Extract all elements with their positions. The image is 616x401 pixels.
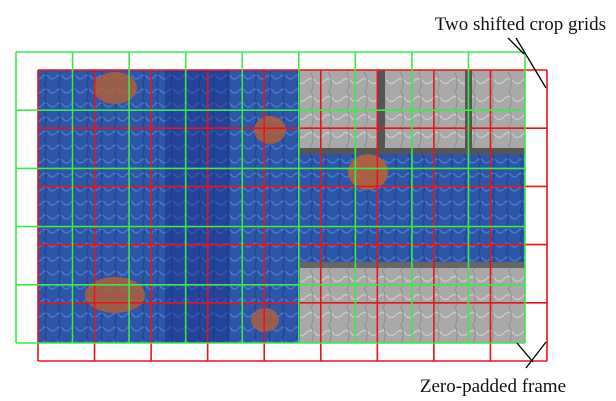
dark-edge — [378, 70, 385, 152]
pointer-line — [526, 342, 546, 368]
island — [348, 154, 388, 190]
island — [254, 116, 286, 144]
island — [93, 72, 137, 104]
bottom-label: Zero-padded frame — [420, 376, 566, 397]
pointer-line — [517, 343, 533, 362]
figure: Two shifted crop grids Zero-padded frame — [0, 0, 616, 401]
top-label: Two shifted crop grids — [435, 14, 606, 35]
